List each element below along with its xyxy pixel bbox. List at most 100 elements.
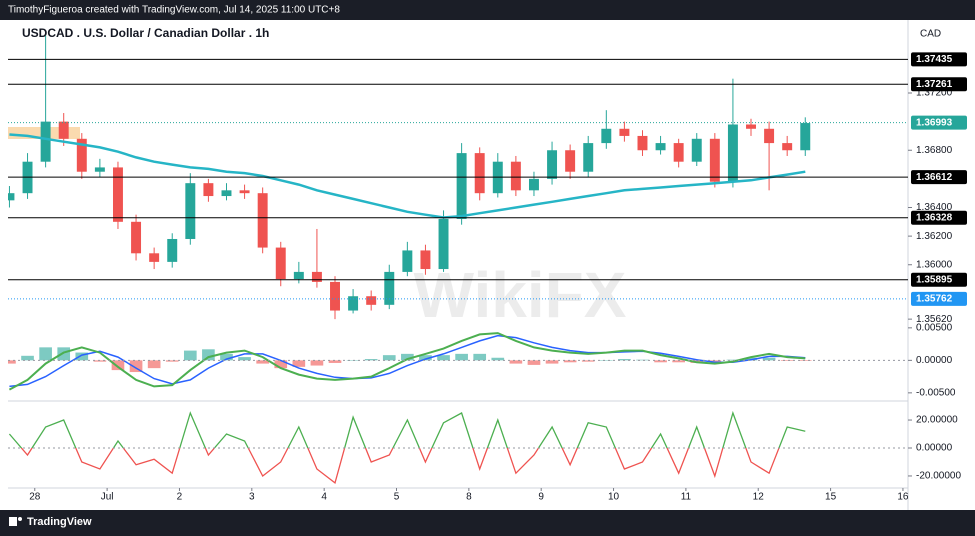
- price-line-box: [911, 115, 967, 130]
- histogram-bar: [364, 359, 378, 361]
- candle-body: [149, 253, 160, 262]
- histogram-bar: [491, 357, 505, 361]
- signal-line: [9, 334, 806, 388]
- histogram-bar: [545, 360, 559, 364]
- x-tick-label: 4: [321, 492, 327, 503]
- candle-body: [691, 138, 702, 162]
- x-tick-label: 2: [177, 492, 183, 503]
- tv-logo: TradingView: [9, 516, 92, 528]
- candle-body: [76, 138, 87, 172]
- histogram-bar: [509, 360, 523, 364]
- y-tick-label: 1.36800: [916, 145, 953, 156]
- x-tick-label: Jul: [101, 492, 114, 503]
- candle-body: [709, 138, 720, 182]
- moving-average: [9, 133, 806, 219]
- histogram-bar: [581, 360, 595, 362]
- candle-body: [619, 128, 630, 136]
- histogram-bar: [256, 360, 269, 364]
- histogram-bar: [455, 353, 468, 361]
- histogram-bar: [599, 360, 613, 361]
- y-tick-label: 1.36400: [916, 202, 953, 213]
- candle-body: [293, 271, 304, 280]
- histogram-bar: [654, 360, 667, 363]
- histogram-bar: [437, 355, 450, 361]
- level-line-label: 1.37435: [916, 54, 953, 65]
- candle-body: [275, 247, 286, 280]
- histogram-bar: [708, 360, 722, 362]
- histogram-bar: [618, 359, 631, 361]
- histogram-bar: [238, 357, 251, 361]
- histogram-bar: [21, 355, 34, 361]
- footer-brand: TradingView: [27, 516, 92, 528]
- candle-body: [583, 143, 594, 172]
- histogram-bar: [75, 352, 89, 361]
- macd-line: [8, 332, 806, 391]
- candle-body: [601, 128, 612, 144]
- candle-body: [167, 238, 178, 262]
- histogram-bar: [183, 350, 197, 361]
- y-tick-label: 1.35620: [916, 314, 953, 325]
- candle-body: [528, 178, 539, 191]
- y-tick-label: 20.00000: [916, 415, 958, 426]
- candle-body: [366, 296, 377, 305]
- level-line-box: [911, 52, 967, 67]
- currency: CAD: [920, 29, 941, 40]
- histogram-bar: [8, 360, 16, 364]
- oscillator-line: [8, 410, 806, 485]
- candle-body: [456, 153, 467, 219]
- histogram-bar: [147, 360, 161, 369]
- candle-body: [764, 128, 775, 144]
- candle-body: [800, 123, 811, 151]
- x-tick-label: 15: [825, 492, 837, 503]
- candle-body: [420, 250, 431, 270]
- y-tick-label: 0.00000: [916, 443, 953, 454]
- candle-body: [510, 161, 521, 191]
- level-line-label: 1.37261: [916, 79, 953, 90]
- histogram-bar: [165, 360, 179, 362]
- histogram-bar: [636, 359, 649, 361]
- candle-body: [727, 124, 738, 182]
- histogram-bar: [274, 360, 288, 369]
- candle-body: [402, 250, 413, 272]
- candle-body: [311, 271, 322, 282]
- candle-body: [131, 221, 142, 254]
- candle-body: [637, 135, 648, 151]
- x-tick-label: 12: [753, 492, 765, 503]
- candle-body: [330, 281, 340, 311]
- y-tick-label: -0.00500: [916, 387, 956, 398]
- histogram-bar: [328, 360, 342, 363]
- candle-body: [438, 218, 449, 270]
- x-tick-label: 11: [681, 492, 692, 503]
- x-tick-label: 10: [608, 492, 620, 503]
- y-tick-label: 1.37200: [916, 88, 953, 99]
- histogram-bar: [419, 355, 432, 361]
- histogram-bar: [672, 360, 685, 363]
- plot-area: [8, 35, 812, 485]
- histogram-bar: [563, 360, 577, 363]
- marker-line-box: [911, 291, 967, 306]
- x-tick-label: 5: [394, 492, 400, 503]
- price-line-label: 1.36993: [916, 117, 953, 128]
- attribution: TimothyFigueroa created with TradingView…: [8, 5, 340, 16]
- histogram-bar: [292, 360, 306, 367]
- candle-body: [746, 124, 756, 129]
- level-line-label: 1.36328: [916, 212, 953, 223]
- candle-body: [40, 121, 51, 162]
- x-tick-label: 16: [897, 492, 909, 503]
- histogram-bar: [798, 360, 812, 361]
- top-bar: [0, 0, 975, 20]
- y-tick-label: -20.00000: [916, 471, 961, 482]
- x-tick-label: 28: [29, 492, 41, 503]
- bottom-bar: [0, 510, 975, 536]
- logo-mark: [9, 517, 17, 526]
- candle-body: [185, 183, 196, 239]
- y-tick-label: 0.00500: [916, 322, 953, 333]
- candle-body: [474, 153, 485, 194]
- histogram-bar: [39, 347, 52, 361]
- histogram-bar: [129, 360, 143, 373]
- histogram-bar: [111, 360, 125, 371]
- y-tick-label: 0.00000: [916, 355, 953, 366]
- histogram-bar: [382, 355, 396, 361]
